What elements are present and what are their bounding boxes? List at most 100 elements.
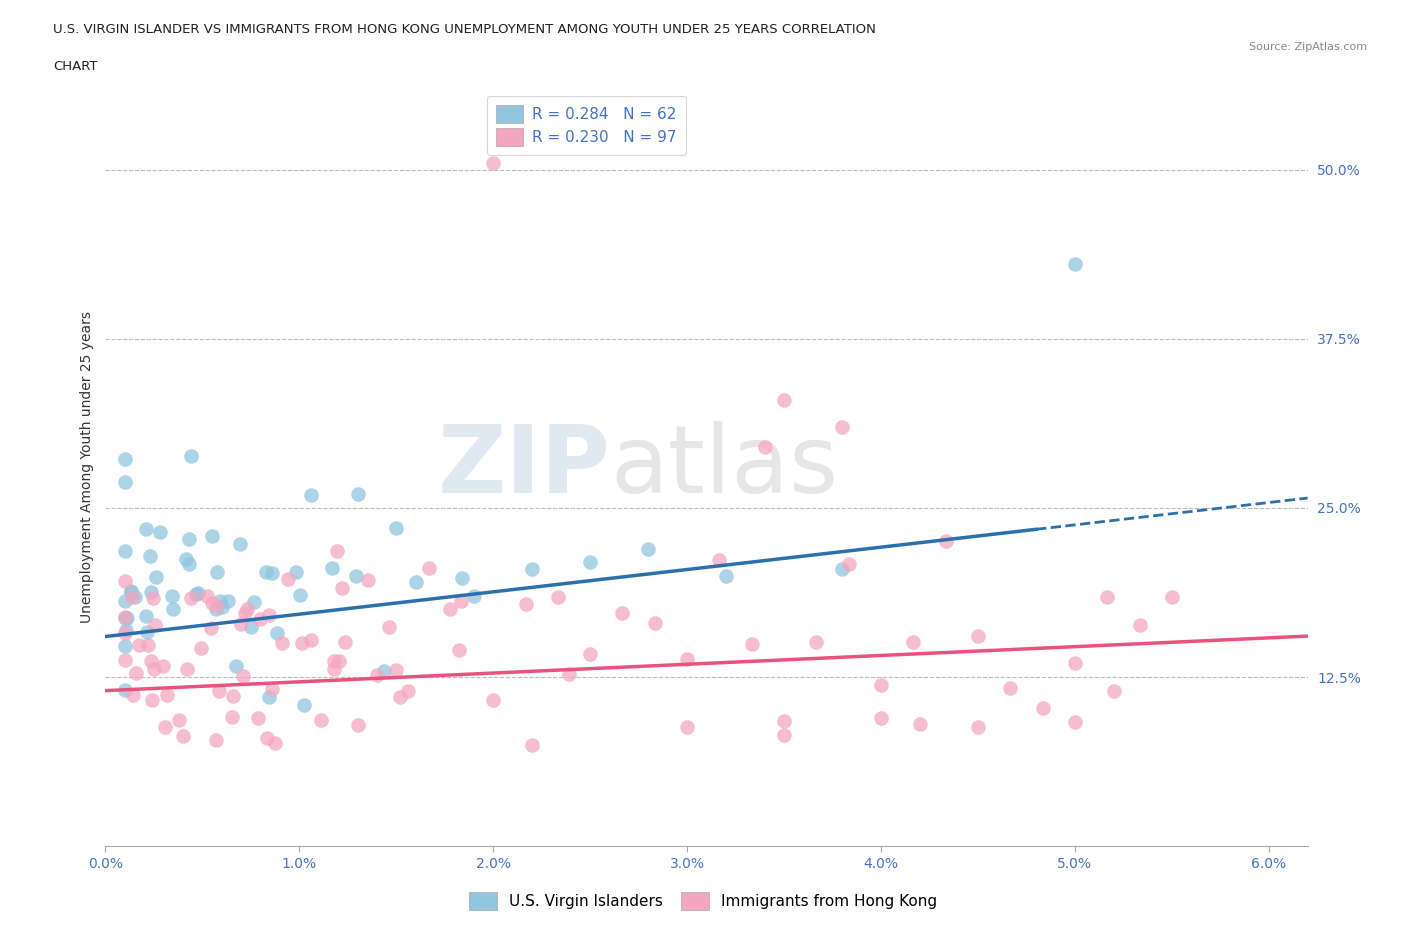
Point bbox=[870, 678, 893, 693]
Point bbox=[389, 690, 412, 705]
Point bbox=[187, 585, 209, 600]
Point bbox=[277, 571, 299, 586]
Point bbox=[177, 532, 200, 547]
Point bbox=[328, 654, 350, 669]
Point bbox=[637, 541, 659, 556]
Point bbox=[1097, 590, 1119, 604]
Point bbox=[243, 594, 266, 609]
Point bbox=[418, 561, 440, 576]
Point bbox=[229, 617, 252, 631]
Point bbox=[831, 419, 853, 434]
Point bbox=[257, 607, 280, 622]
Point bbox=[676, 651, 699, 666]
Point bbox=[967, 629, 990, 644]
Point bbox=[520, 562, 543, 577]
Point bbox=[200, 621, 222, 636]
Point bbox=[114, 653, 136, 668]
Point bbox=[233, 605, 256, 620]
Point bbox=[115, 622, 138, 637]
Point bbox=[128, 637, 150, 652]
Point bbox=[229, 536, 252, 551]
Point bbox=[139, 548, 162, 563]
Text: U.S. VIRGIN ISLANDER VS IMMIGRANTS FROM HONG KONG UNEMPLOYMENT AMONG YOUTH UNDER: U.S. VIRGIN ISLANDER VS IMMIGRANTS FROM … bbox=[53, 23, 876, 36]
Point bbox=[135, 522, 157, 537]
Point bbox=[121, 590, 143, 604]
Point bbox=[115, 611, 138, 626]
Point bbox=[333, 635, 356, 650]
Point bbox=[149, 525, 172, 540]
Point bbox=[143, 618, 166, 632]
Point bbox=[152, 658, 174, 673]
Point bbox=[271, 636, 294, 651]
Point bbox=[967, 720, 990, 735]
Point bbox=[114, 574, 136, 589]
Point bbox=[741, 636, 763, 651]
Point bbox=[347, 717, 370, 732]
Point bbox=[201, 596, 224, 611]
Point bbox=[714, 568, 737, 583]
Point bbox=[114, 452, 136, 467]
Point bbox=[124, 590, 146, 604]
Point bbox=[1000, 681, 1022, 696]
Point bbox=[290, 588, 312, 603]
Point bbox=[211, 600, 233, 615]
Point bbox=[294, 698, 316, 712]
Point bbox=[463, 589, 485, 604]
Point bbox=[114, 543, 136, 558]
Point bbox=[208, 593, 231, 608]
Point bbox=[249, 612, 271, 627]
Point bbox=[114, 638, 136, 653]
Point bbox=[195, 588, 218, 603]
Point bbox=[125, 666, 148, 681]
Point bbox=[321, 561, 343, 576]
Point bbox=[260, 682, 283, 697]
Point bbox=[520, 737, 543, 752]
Point bbox=[284, 565, 307, 579]
Point bbox=[256, 730, 278, 745]
Point bbox=[291, 635, 314, 650]
Point bbox=[903, 634, 925, 649]
Point bbox=[114, 474, 136, 489]
Point bbox=[208, 684, 231, 698]
Point bbox=[385, 663, 408, 678]
Point bbox=[263, 736, 285, 751]
Point bbox=[450, 593, 472, 608]
Point bbox=[1128, 618, 1150, 632]
Point bbox=[612, 605, 634, 620]
Point bbox=[831, 562, 853, 577]
Point bbox=[139, 654, 162, 669]
Point bbox=[1032, 701, 1054, 716]
Point bbox=[366, 668, 388, 683]
Point bbox=[141, 693, 163, 708]
Point bbox=[266, 625, 288, 640]
Text: Source: ZipAtlas.com: Source: ZipAtlas.com bbox=[1249, 42, 1367, 52]
Text: ZIP: ZIP bbox=[437, 421, 610, 513]
Point bbox=[1160, 590, 1182, 604]
Point bbox=[143, 662, 166, 677]
Point bbox=[121, 687, 143, 702]
Point bbox=[190, 641, 212, 656]
Point bbox=[236, 602, 259, 617]
Point bbox=[515, 597, 537, 612]
Point bbox=[221, 710, 243, 724]
Point bbox=[204, 602, 226, 617]
Point bbox=[162, 602, 184, 617]
Point bbox=[676, 720, 699, 735]
Point bbox=[136, 638, 159, 653]
Point bbox=[207, 565, 229, 579]
Point bbox=[232, 669, 254, 684]
Point bbox=[373, 663, 395, 678]
Point bbox=[299, 632, 322, 647]
Point bbox=[145, 570, 167, 585]
Point bbox=[114, 610, 136, 625]
Point bbox=[153, 720, 176, 735]
Point bbox=[186, 586, 208, 601]
Point bbox=[222, 688, 245, 703]
Point bbox=[299, 487, 322, 502]
Point bbox=[344, 568, 367, 583]
Point bbox=[260, 566, 283, 581]
Point bbox=[870, 711, 893, 725]
Point bbox=[1064, 714, 1087, 729]
Point bbox=[908, 717, 931, 732]
Point bbox=[254, 565, 277, 579]
